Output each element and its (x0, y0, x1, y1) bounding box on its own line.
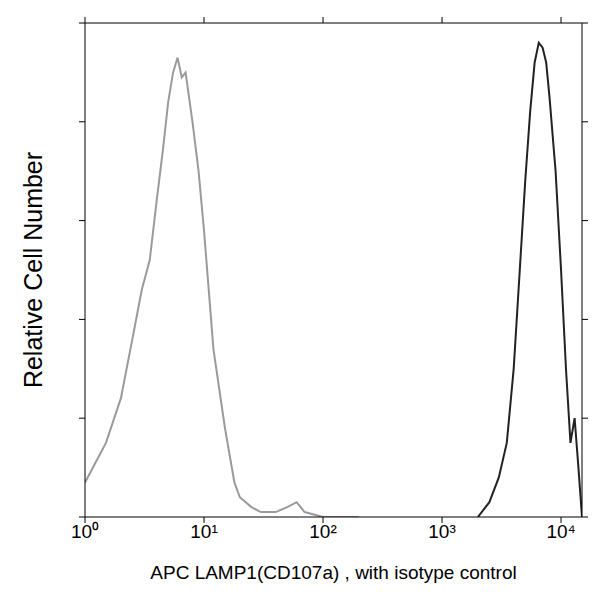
svg-text:10²: 10² (309, 521, 336, 542)
svg-text:10¹: 10¹ (190, 521, 217, 542)
svg-text:10⁰: 10⁰ (71, 521, 99, 542)
svg-text:10⁴: 10⁴ (546, 521, 575, 542)
svg-text:10³: 10³ (428, 521, 455, 542)
svg-text:APC LAMP1(CD107a) , with isoty: APC LAMP1(CD107a) , with isotype control (150, 562, 516, 583)
svg-text:Relative Cell Number: Relative Cell Number (19, 152, 47, 388)
